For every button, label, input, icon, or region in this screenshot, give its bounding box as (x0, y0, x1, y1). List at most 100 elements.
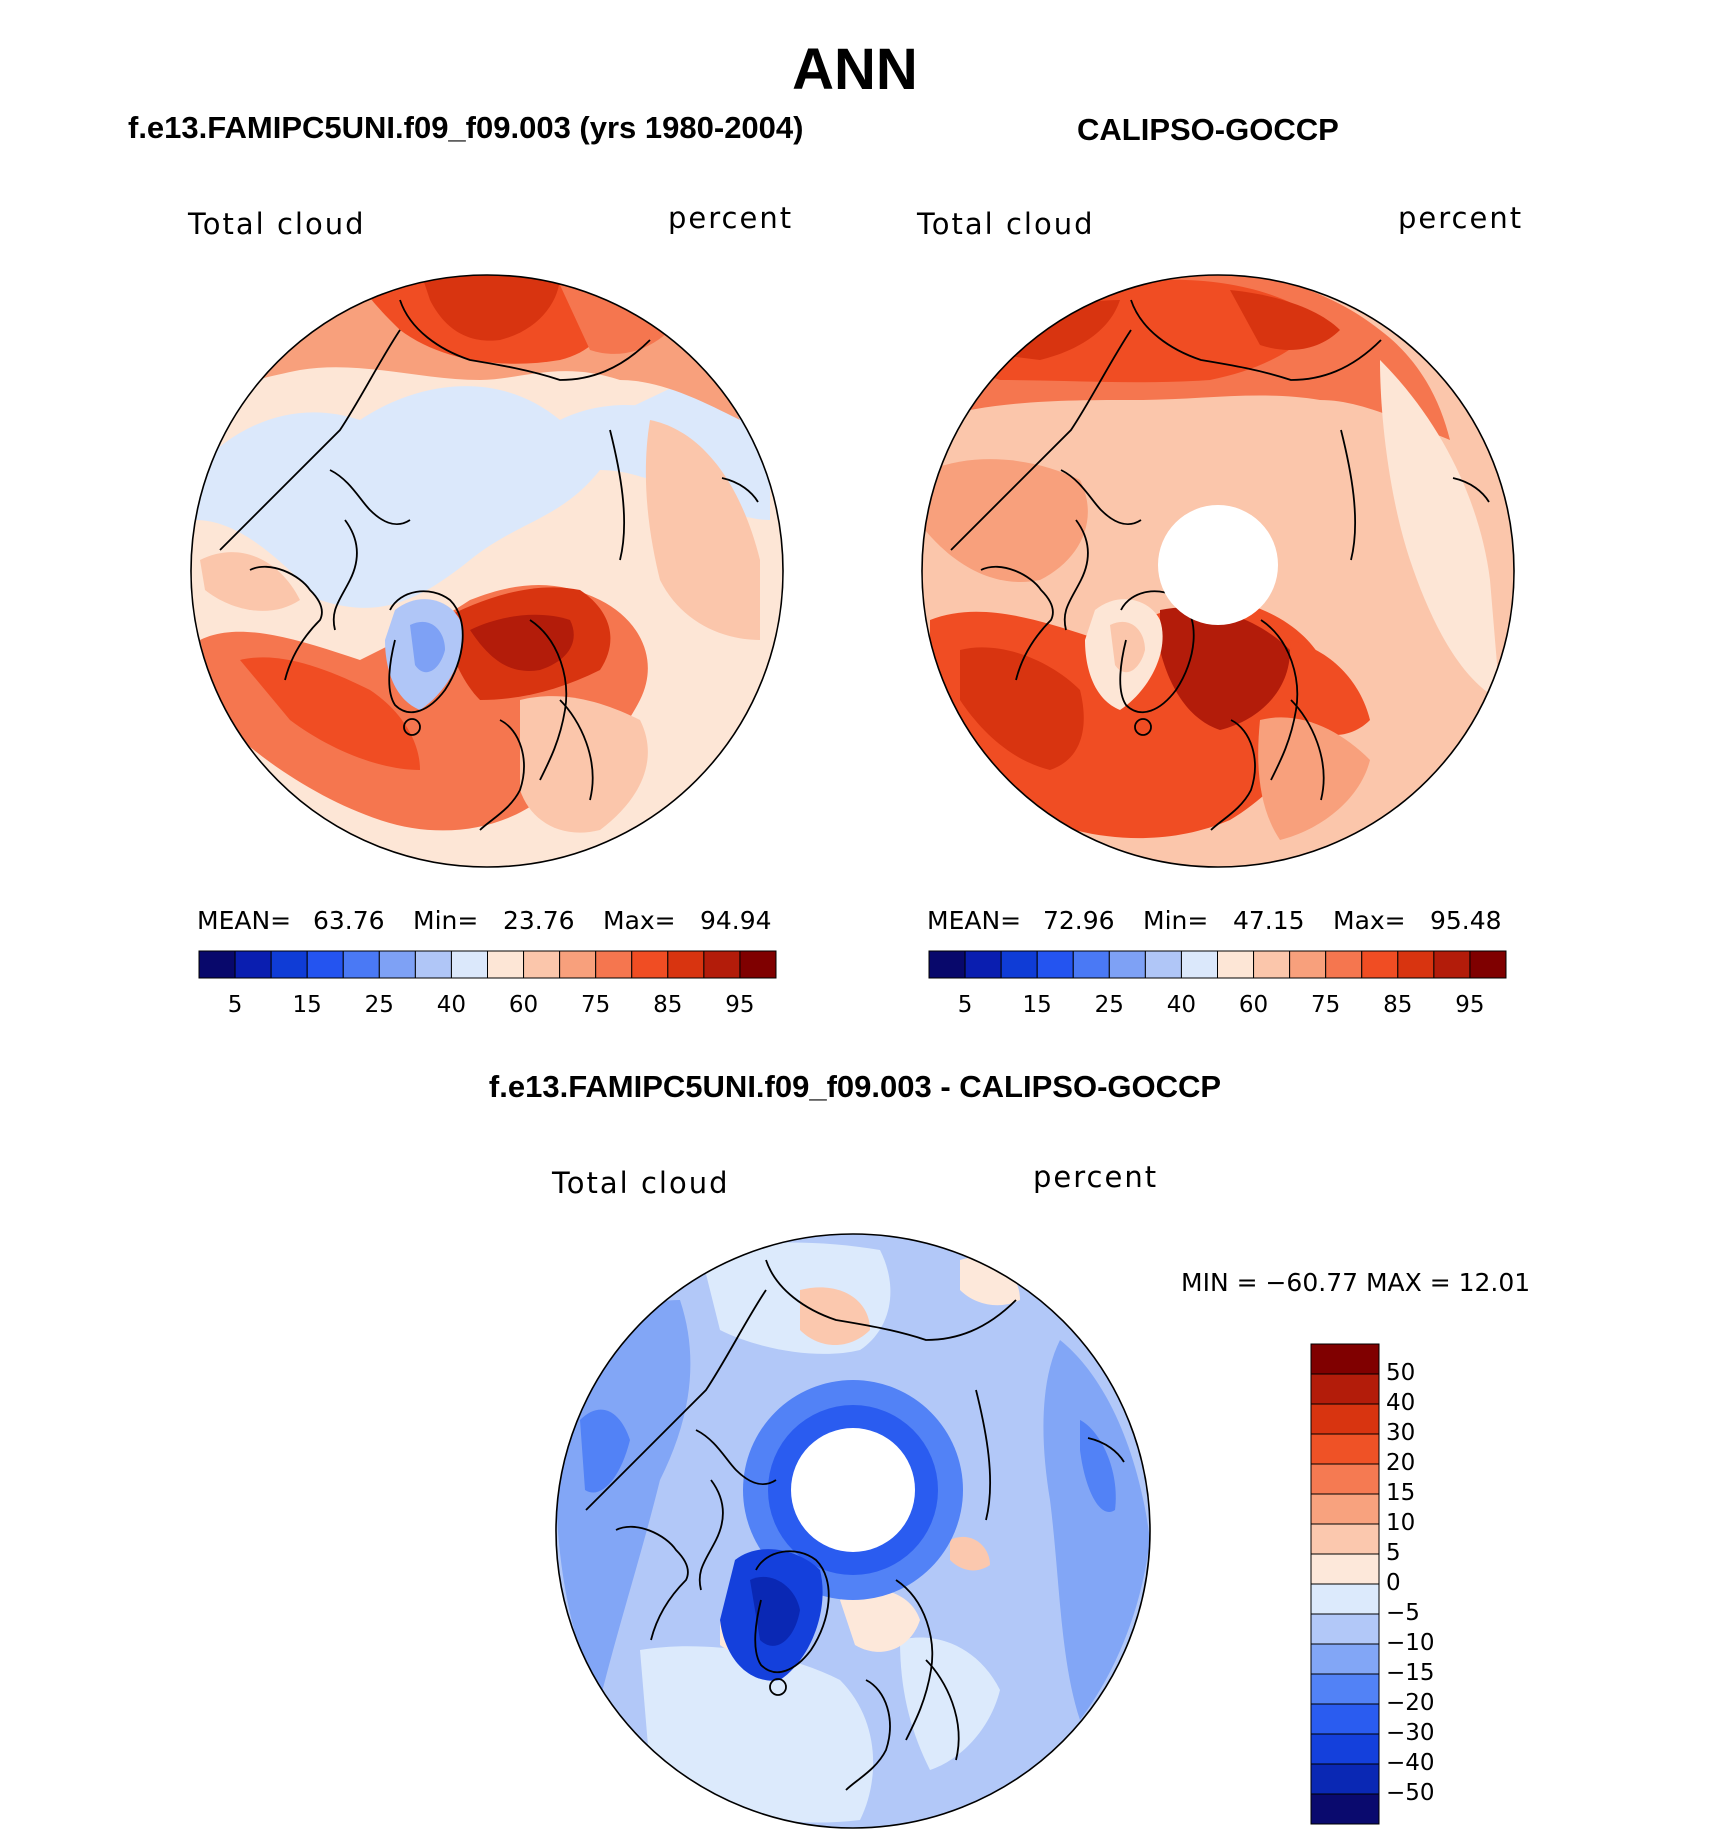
colorbar-swatch (342, 950, 380, 979)
colorbar-swatch (523, 950, 561, 979)
colorbar-swatch (1310, 1583, 1380, 1615)
colorbar-tick-label: 85 (653, 992, 683, 1018)
colorbar-swatch (1036, 950, 1074, 979)
colorbar-swatch (703, 950, 741, 979)
main-title: ANN (792, 37, 918, 102)
diff-panel-title: f.e13.FAMIPC5UNI.f09_f09.003 - CALIPSO-G… (488, 1069, 1222, 1104)
colorbar-swatch (1310, 1403, 1380, 1435)
colorbar-swatch (1397, 950, 1435, 979)
panel-1-mean-label: MEAN= (197, 906, 292, 935)
colorbar-tick-label: 15 (1022, 992, 1052, 1018)
colorbar-swatch (198, 950, 236, 979)
colorbar-swatch (667, 950, 705, 979)
colorbar-swatch (414, 950, 452, 979)
panel-1-title: f.e13.FAMIPC5UNI.f09_f09.003 (yrs 1980-2… (128, 110, 804, 145)
colorbar-swatch (270, 950, 308, 979)
panel-1-map (191, 275, 783, 867)
diff-left-label: Total cloud (552, 1166, 730, 1200)
panel-1-mean-value: 63.76 (313, 906, 385, 935)
colorbar-swatch (1310, 1373, 1380, 1405)
colorbar-tick-label: 60 (508, 992, 539, 1018)
colorbar-swatch (1289, 950, 1327, 979)
colorbar-swatch (1217, 950, 1255, 979)
colorbar-tick-label: 5 (957, 992, 973, 1018)
panel-2-right-label: percent (1398, 201, 1524, 235)
colorbar-tick-label: −15 (1386, 1660, 1435, 1686)
colorbar-swatch (559, 950, 597, 979)
colorbar-tick-label: 40 (1166, 992, 1197, 1018)
colorbar-swatch (1310, 1463, 1380, 1495)
panel-2-left-label: Total cloud (917, 207, 1095, 241)
colorbar-tick-label: 95 (1455, 992, 1485, 1018)
colorbar-tick-label: −5 (1386, 1600, 1420, 1626)
diff-map (556, 1234, 1150, 1828)
colorbar-swatch (306, 950, 344, 979)
colorbar-tick-label: 0 (1386, 1570, 1401, 1596)
panel-1-max-label: Max= (603, 906, 676, 935)
colorbar-swatch (1310, 1433, 1380, 1465)
colorbar-swatch (1310, 1763, 1380, 1795)
panel-1-min-value: 23.76 (503, 906, 575, 935)
diff-minmax: MIN = −60.77 MAX = 12.01 (1181, 1268, 1531, 1297)
colorbar-swatch (1072, 950, 1110, 979)
colorbar-tick-label: 40 (1386, 1390, 1416, 1416)
colorbar-tick-label: 25 (364, 992, 394, 1018)
colorbar-swatch (1000, 950, 1038, 979)
colorbar-swatch (1433, 950, 1471, 979)
colorbar-swatch (1108, 950, 1146, 979)
panel-2-colorbar (928, 950, 1507, 979)
colorbar-tick-label: 40 (436, 992, 467, 1018)
panel-2-max-label: Max= (1333, 906, 1406, 935)
panel-1-max-value: 94.94 (700, 906, 772, 935)
panel-1-min-label: Min= (413, 906, 479, 935)
panel-1-left-label: Total cloud (188, 207, 366, 241)
diff-right-label: percent (1033, 1160, 1159, 1194)
colorbar-swatch (1310, 1553, 1380, 1585)
colorbar-swatch (1361, 950, 1399, 979)
colorbar-swatch (595, 950, 633, 979)
colorbar-swatch (631, 950, 669, 979)
panel-2-min-value: 47.15 (1233, 906, 1305, 935)
panel-2-mean-value: 72.96 (1043, 906, 1115, 935)
colorbar-swatch (1310, 1493, 1380, 1525)
colorbar-tick-label: 25 (1094, 992, 1124, 1018)
colorbar-swatch (487, 950, 525, 979)
panel-2-mean-label: MEAN= (927, 906, 1022, 935)
panel-2-map-border (921, 274, 1515, 868)
panel-2-title: CALIPSO-GOCCP (1077, 112, 1339, 147)
colorbar-swatch (1310, 1523, 1380, 1555)
colorbar-swatch (1310, 1703, 1380, 1735)
colorbar-tick-label: 20 (1386, 1450, 1416, 1476)
colorbar-swatch (1310, 1733, 1380, 1765)
colorbar-swatch (1469, 950, 1507, 979)
colorbar-swatch (450, 950, 488, 979)
colorbar-tick-label: 15 (1386, 1480, 1416, 1506)
panel-1-map-border (190, 274, 784, 868)
panel-2-map (922, 275, 1514, 867)
colorbar-swatch (1180, 950, 1218, 979)
colorbar-tick-label: 75 (581, 992, 611, 1018)
colorbar-tick-label: 60 (1238, 992, 1269, 1018)
colorbar-swatch (1310, 1673, 1380, 1705)
colorbar-swatch (964, 950, 1002, 979)
panel-2-max-value: 95.48 (1430, 906, 1502, 935)
colorbar-swatch (739, 950, 777, 979)
colorbar-swatch (1325, 950, 1363, 979)
colorbar-tick-label: −10 (1386, 1630, 1435, 1656)
panel-1-colorbar (198, 950, 777, 979)
colorbar-tick-label: 5 (227, 992, 243, 1018)
colorbar-tick-label: −20 (1386, 1690, 1435, 1716)
diff-map-border (555, 1233, 1151, 1829)
colorbar-swatch (1253, 950, 1291, 979)
colorbar-tick-label: 50 (1386, 1360, 1416, 1386)
panel-2-min-label: Min= (1143, 906, 1209, 935)
colorbar-swatch (1310, 1613, 1380, 1645)
colorbar-tick-label: −50 (1386, 1780, 1435, 1806)
colorbar-tick-label: −40 (1386, 1750, 1435, 1776)
colorbar-swatch (1310, 1793, 1380, 1825)
colorbar-tick-label: 85 (1383, 992, 1413, 1018)
colorbar-swatch (378, 950, 416, 979)
colorbar-tick-label: 30 (1386, 1420, 1416, 1446)
colorbar-swatch (1144, 950, 1182, 979)
